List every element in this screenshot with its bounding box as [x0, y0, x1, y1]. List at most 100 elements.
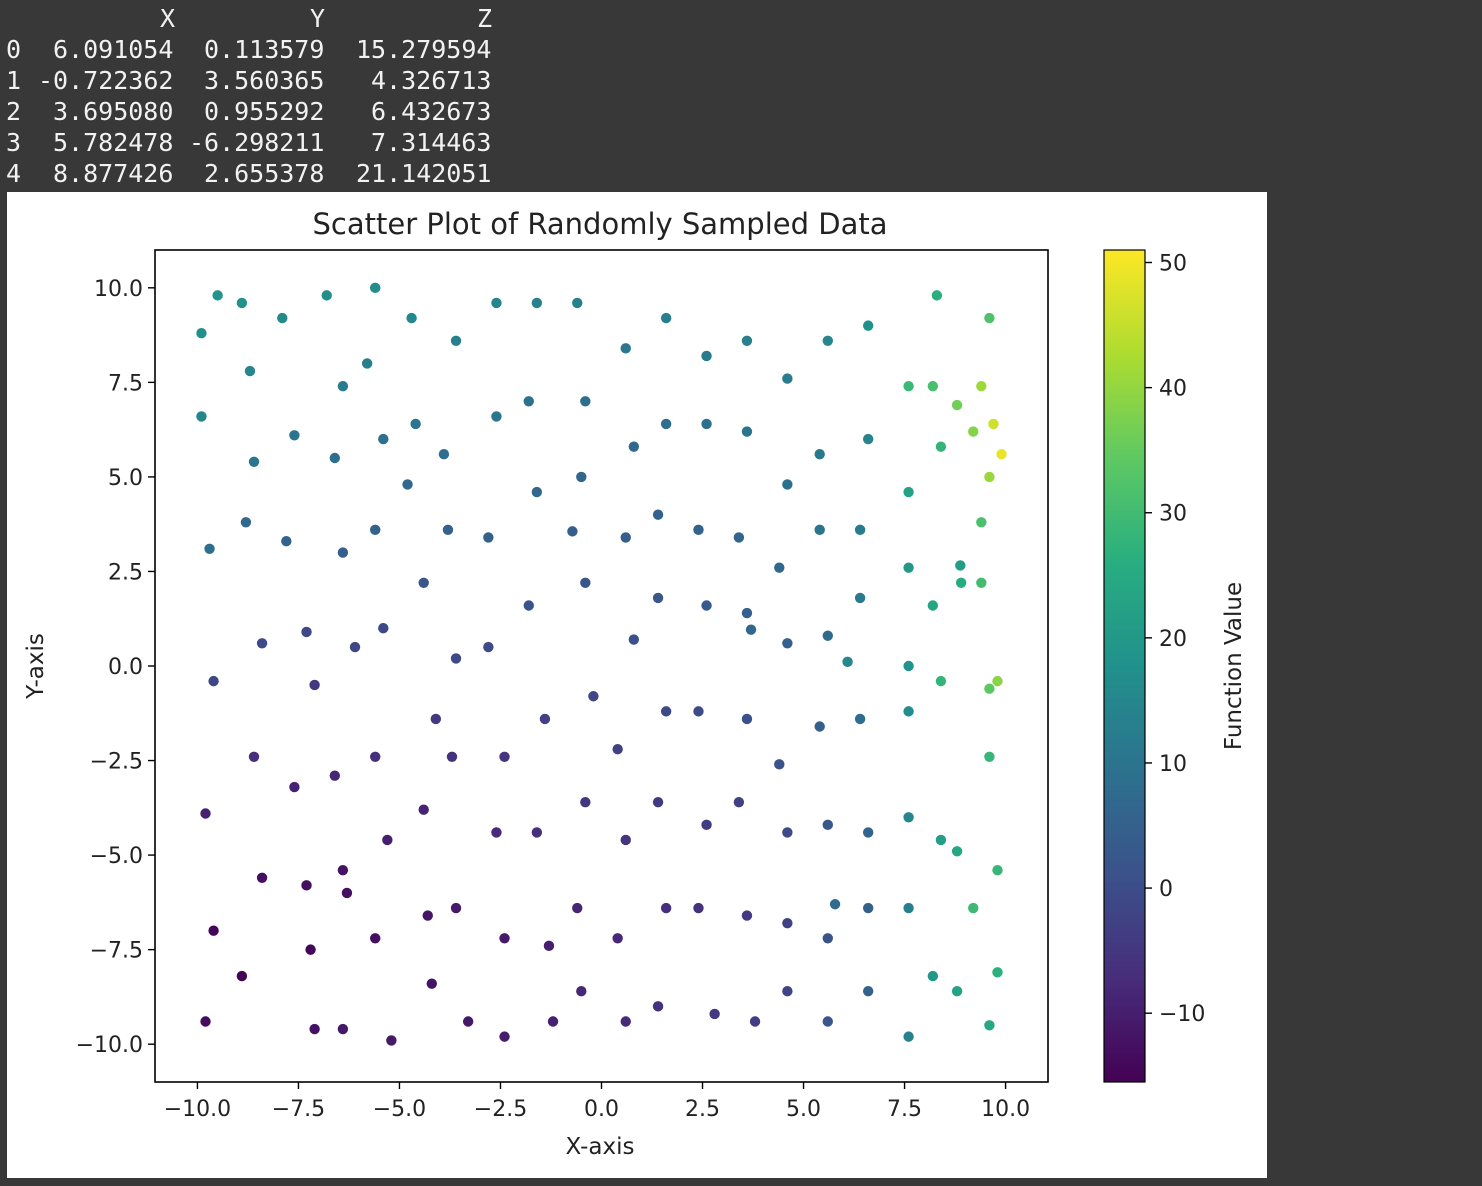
scatter-point — [976, 577, 987, 588]
scatter-point — [244, 365, 256, 377]
scatter-point — [652, 509, 664, 520]
scatter-point — [992, 865, 1003, 876]
scatter-point — [903, 562, 914, 573]
scatter-point — [196, 411, 207, 422]
scatter-point — [822, 630, 833, 641]
scatter-point — [992, 675, 1003, 687]
scatter-point — [382, 834, 393, 846]
scatter-point — [539, 713, 551, 725]
colorbar — [1103, 249, 1146, 1083]
colorbar-ticks: −10 0 10 20 30 40 50 — [1145, 252, 1205, 1027]
cell-x: 3.695080 — [53, 97, 174, 126]
cell-x: -0.722362 — [38, 66, 174, 95]
scatter-point — [450, 902, 462, 914]
x-tick-label: −10.0 — [164, 1097, 231, 1122]
scatter-point — [814, 721, 825, 732]
scatter-point — [547, 1016, 559, 1027]
y-tick-label: 0.0 — [108, 655, 143, 680]
scatter-point — [862, 986, 874, 997]
x-axis-label: X-axis — [566, 1134, 635, 1160]
scatter-point — [862, 433, 874, 445]
scatter-point — [774, 759, 785, 770]
scatter-point — [693, 706, 704, 717]
scatter-point — [620, 834, 631, 846]
colorbar-tick-label: −10 — [1159, 1002, 1205, 1027]
chart-title: Scatter Plot of Randomly Sampled Data — [312, 207, 887, 241]
scatter-point — [349, 641, 361, 653]
scatter-point — [580, 577, 591, 588]
scatter-point — [329, 770, 341, 781]
scatter-point — [741, 713, 753, 725]
scatter-point — [204, 543, 215, 554]
colorbar-label: Function Value — [1221, 582, 1247, 750]
cell-x: 6.091054 — [53, 35, 174, 64]
scatter-point — [612, 933, 623, 944]
scatter-point — [483, 641, 494, 653]
scatter-point — [741, 607, 753, 619]
column-header-x: X — [160, 4, 176, 33]
scatter-point — [814, 449, 825, 460]
scatter-point — [523, 396, 534, 407]
scatter-point — [984, 312, 995, 324]
y-ticks: −10.0 −7.5 −5.0 −2.5 0.0 2.5 5.0 7.5 10.0 — [76, 277, 155, 1058]
scatter-point — [903, 902, 914, 914]
scatter-point — [652, 592, 664, 604]
x-tick-label: 2.5 — [685, 1097, 720, 1122]
scatter-point — [289, 781, 300, 793]
scatter-point — [491, 827, 502, 838]
scatter-point — [842, 656, 853, 668]
y-tick-label: 5.0 — [108, 466, 143, 491]
scatter-point — [935, 675, 947, 687]
scatter-point — [289, 430, 300, 441]
cell-x: 8.877426 — [53, 159, 174, 188]
scatter-point — [829, 899, 841, 910]
scatter-point — [733, 796, 745, 808]
scatter-point — [406, 312, 417, 324]
scatter-point — [576, 471, 587, 483]
scatter-point — [580, 796, 591, 808]
scatter-point — [693, 902, 704, 914]
cell-x: 5.782478 — [53, 128, 174, 157]
scatter-point — [309, 1023, 320, 1035]
scatter-point — [430, 713, 442, 725]
cell-z: 4.326713 — [371, 66, 492, 95]
scatter-point — [927, 600, 939, 611]
scatter-point — [256, 872, 268, 883]
scatter-point — [701, 819, 712, 831]
cell-z: 21.142051 — [356, 159, 492, 188]
scatter-point — [531, 486, 543, 498]
row-index: 1 — [6, 66, 22, 95]
scatter-point — [337, 547, 349, 558]
figure: Scatter Plot of Randomly Sampled Data −1… — [7, 192, 1267, 1178]
scatter-point — [741, 910, 753, 921]
scatter-point — [378, 622, 389, 634]
scatter-point — [236, 970, 248, 982]
scatter-point — [862, 827, 874, 838]
scatter-point — [628, 634, 640, 645]
scatter-point — [822, 933, 833, 944]
scatter-point — [196, 328, 207, 339]
colorbar-tick-label: 50 — [1159, 252, 1187, 277]
scatter-point — [660, 902, 672, 914]
x-tick-label: 5.0 — [786, 1097, 821, 1122]
scatter-point — [903, 660, 914, 672]
scatter-point — [745, 624, 757, 635]
scatter-point — [337, 865, 349, 876]
scatter-point — [955, 577, 967, 588]
scatter-chart: Scatter Plot of Randomly Sampled Data −1… — [23, 207, 1247, 1160]
scatter-point — [523, 600, 534, 611]
scatter-point — [931, 290, 943, 301]
scatter-point — [370, 282, 381, 294]
scatter-point — [442, 524, 454, 536]
scatter-point — [446, 751, 458, 762]
scatter-point — [976, 517, 987, 528]
scatter-point — [984, 471, 995, 483]
scatter-point — [212, 290, 223, 301]
scatter-point — [370, 524, 381, 536]
x-tick-label: 7.5 — [887, 1097, 922, 1122]
plot-frame — [154, 249, 1049, 1083]
y-tick-label: −7.5 — [90, 939, 143, 964]
scatter-point — [240, 517, 252, 528]
scatter-point — [499, 933, 510, 944]
scatter-point — [438, 449, 450, 460]
